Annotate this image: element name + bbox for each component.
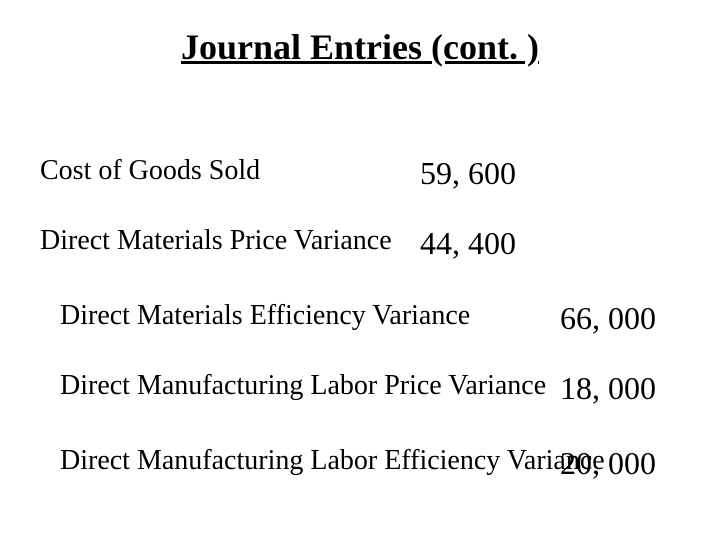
entry-label: Cost of Goods Sold [40, 155, 260, 187]
slide-title: Journal Entries (cont. ) [0, 26, 720, 68]
entry-label: Direct Manufacturing Labor Efficiency Va… [60, 445, 605, 477]
entry-credit: 66, 000 [560, 300, 656, 337]
entry-label: Direct Materials Price Variance [40, 225, 392, 257]
entry-label: Direct Materials Efficiency Variance [60, 300, 470, 332]
entry-credit: 20, 000 [560, 445, 656, 482]
entry-debit: 59, 600 [420, 155, 516, 192]
entry-debit: 44, 400 [420, 225, 516, 262]
slide: Journal Entries (cont. ) Cost of Goods S… [0, 0, 720, 540]
entry-label: Direct Manufacturing Labor Price Varianc… [60, 370, 546, 402]
entry-credit: 18, 000 [560, 370, 656, 407]
